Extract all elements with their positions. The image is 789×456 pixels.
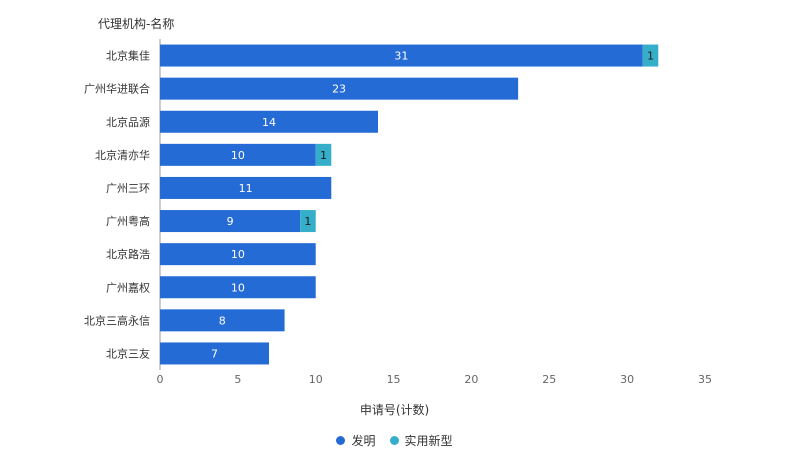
data-label-invention: 10	[231, 248, 245, 261]
bar-invention	[160, 243, 316, 266]
data-label-utility: 1	[304, 215, 311, 228]
y-category-label: 北京品源	[106, 115, 150, 129]
x-tick-label: 0	[157, 373, 164, 386]
data-label-invention: 14	[262, 116, 276, 129]
x-tick-label: 15	[387, 373, 401, 386]
bar-invention	[160, 210, 301, 233]
x-tick-label: 30	[620, 373, 634, 386]
legend-label-invention: 发明	[351, 434, 376, 448]
bar-invention	[160, 176, 332, 199]
bar-utility	[300, 210, 316, 233]
bar-invention	[160, 77, 519, 100]
data-label-invention: 11	[239, 182, 253, 195]
legend-marker-invention	[336, 436, 346, 445]
data-label-invention: 10	[231, 281, 245, 294]
y-category-label: 北京路浩	[106, 247, 150, 261]
y-category-label: 广州三环	[106, 182, 150, 195]
y-category-label: 北京集佳	[106, 49, 150, 63]
y-category-label: 北京三高永信	[84, 313, 150, 327]
y-axis-title: 代理机构-名称	[98, 17, 175, 31]
data-label-invention: 7	[211, 347, 218, 360]
legend-item-invention[interactable]: 发明	[336, 432, 376, 449]
bar-invention	[160, 110, 378, 133]
legend: 发明 实用新型	[0, 432, 789, 449]
data-label-invention: 9	[227, 215, 234, 228]
x-tick-label: 25	[542, 373, 556, 386]
data-label-invention: 23	[332, 83, 346, 96]
y-category-label: 广州嘉权	[106, 280, 150, 294]
y-category-label: 北京清亦华	[95, 148, 150, 162]
data-label-invention: 10	[231, 149, 245, 162]
y-category-label: 广州华进联合	[84, 82, 150, 96]
bar-utility	[642, 44, 659, 67]
legend-item-utility[interactable]: 实用新型	[389, 432, 453, 449]
y-category-label: 北京三友	[106, 346, 150, 360]
x-tick-label: 10	[309, 373, 323, 386]
x-axis-title: 申请号(计数)	[359, 403, 430, 417]
data-label-invention: 31	[394, 50, 408, 63]
data-label-invention: 8	[219, 314, 226, 327]
x-tick-label: 20	[464, 373, 478, 386]
bar-invention	[160, 342, 269, 365]
legend-marker-utility	[389, 436, 399, 445]
x-tick-label: 5	[234, 373, 241, 386]
bar-invention	[160, 309, 285, 332]
legend-label-utility: 实用新型	[404, 434, 453, 448]
data-label-utility: 1	[320, 149, 327, 162]
bar-utility	[315, 143, 332, 166]
bar-invention	[160, 276, 316, 299]
bar-invention	[160, 44, 643, 67]
bar-invention	[160, 143, 316, 166]
x-tick-label: 35	[698, 373, 712, 386]
data-label-utility: 1	[647, 50, 654, 63]
y-category-label: 广州粤高	[106, 214, 150, 228]
